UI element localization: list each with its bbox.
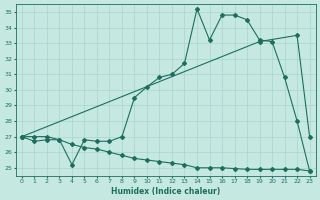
X-axis label: Humidex (Indice chaleur): Humidex (Indice chaleur) [111, 187, 220, 196]
